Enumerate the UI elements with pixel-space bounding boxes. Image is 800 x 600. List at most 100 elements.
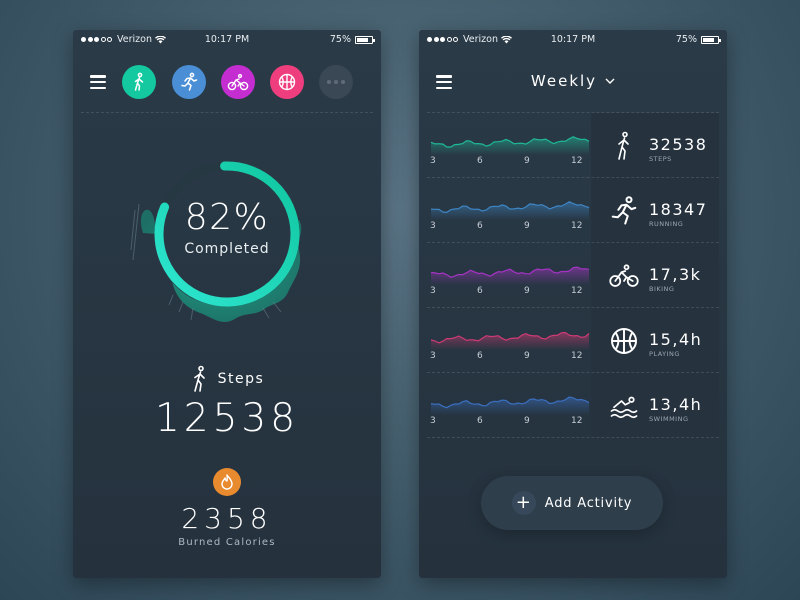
activity-label: BIKING — [649, 285, 675, 293]
activity-label: RUNNING — [649, 220, 684, 228]
progress-ring — [130, 161, 302, 323]
period-label: Weekly — [530, 72, 598, 90]
sparkline-area — [431, 397, 589, 415]
calories-badge — [213, 468, 241, 496]
activity-value: 15,4h — [649, 330, 703, 349]
activity-value: 17,3k — [649, 265, 702, 284]
progress-ring-fill — [154, 161, 300, 307]
activity-row[interactable]: 3 6 9 12 17,3k BIKING — [427, 243, 719, 308]
add-activity-button[interactable]: + Add Activity — [481, 476, 663, 530]
sparkline-area — [431, 136, 589, 155]
activity-value: 32538 — [649, 135, 708, 154]
activity-playing-button[interactable] — [270, 65, 304, 99]
more-icon — [327, 80, 345, 84]
menu-icon[interactable] — [436, 75, 452, 89]
x-axis-ticks: 3 6 9 12 — [427, 221, 719, 231]
progress-label: Completed — [184, 241, 270, 257]
period-dropdown[interactable]: Weekly — [419, 72, 727, 90]
battery-percent: 75% — [329, 34, 351, 45]
sparkline-area — [431, 201, 589, 220]
activity-stat: 32538 STEPS — [591, 113, 719, 178]
menu-icon[interactable] — [90, 75, 106, 89]
status-bar: Verizon 10:17 PM 75% — [419, 30, 727, 50]
activity-row[interactable]: 3 6 9 12 18347 RUNNING — [427, 178, 719, 243]
walking-icon — [609, 131, 639, 161]
activity-stat: 17,3k BIKING — [591, 243, 719, 308]
sparkline-chart — [430, 396, 590, 415]
activity-stat: 18347 RUNNING — [591, 178, 719, 243]
calories-label: Burned Calories — [178, 537, 276, 548]
activity-stat: 13,4h SWIMMING — [591, 373, 719, 438]
sparkline-chart — [430, 266, 590, 285]
dashboard-screen: Verizon 10:17 PM 75% — [73, 30, 381, 578]
x-tick-label: 9 — [524, 351, 530, 361]
activity-label: PLAYING — [649, 350, 680, 358]
row-divider — [427, 437, 719, 438]
activity-row[interactable]: 3 6 9 12 13,4h SWIMMING — [427, 373, 719, 438]
x-tick-label: 12 — [571, 416, 583, 426]
running-icon — [609, 196, 639, 226]
row-divider — [427, 372, 719, 373]
activity-stat: 15,4h PLAYING — [591, 308, 719, 373]
sparkline-line — [430, 331, 590, 344]
x-tick-label: 3 — [430, 286, 436, 296]
x-tick-label: 9 — [524, 156, 530, 166]
header-divider — [427, 112, 719, 113]
x-tick-label: 9 — [524, 221, 530, 231]
steps-value: 12538 — [154, 396, 300, 441]
weekly-stats-screen: Verizon 10:17 PM 75% Weekly 3 6 9 12 32538 … — [419, 30, 727, 578]
flame-icon — [221, 474, 233, 490]
sparkline-line — [430, 266, 590, 278]
x-axis-ticks: 3 6 9 12 — [427, 351, 719, 361]
x-tick-label: 3 — [430, 156, 436, 166]
x-tick-label: 6 — [477, 221, 483, 231]
sparkline-line — [430, 136, 590, 148]
sparkline-line — [430, 201, 590, 214]
row-divider — [427, 307, 719, 308]
x-tick-label: 6 — [477, 286, 483, 296]
activity-walking-button[interactable] — [122, 65, 156, 99]
status-time: 10:17 PM — [550, 34, 596, 45]
activity-label: STEPS — [649, 155, 672, 163]
activity-wave-shape — [140, 209, 302, 323]
sparkline-line — [430, 396, 590, 409]
x-tick-label: 12 — [571, 221, 583, 231]
more-activities-button[interactable] — [319, 65, 353, 99]
activity-row[interactable]: 3 6 9 12 32538 STEPS — [427, 113, 719, 178]
sparkline-chart — [430, 331, 590, 350]
x-tick-label: 12 — [571, 351, 583, 361]
row-divider — [427, 242, 719, 243]
x-axis-ticks: 3 6 9 12 — [427, 286, 719, 296]
sparkline-chart — [430, 201, 590, 220]
calories-value: 2358 — [181, 502, 273, 535]
status-time: 10:17 PM — [204, 34, 250, 45]
x-tick-label: 3 — [430, 221, 436, 231]
x-axis-ticks: 3 6 9 12 — [427, 416, 719, 426]
wifi-icon — [154, 35, 166, 43]
carrier-name: Verizon — [117, 34, 152, 45]
header-divider — [81, 112, 373, 113]
basketball-icon — [278, 73, 296, 91]
bike-icon — [609, 261, 639, 291]
sparkline-area — [431, 332, 589, 350]
x-tick-label: 6 — [477, 351, 483, 361]
walking-icon — [193, 365, 205, 392]
battery-icon — [355, 35, 375, 44]
carrier-name: Verizon — [463, 34, 498, 45]
swimming-icon — [609, 391, 639, 421]
x-tick-label: 6 — [477, 156, 483, 166]
activity-biking-button[interactable] — [221, 65, 255, 99]
signal-icon — [427, 37, 458, 42]
x-axis-ticks: 3 6 9 12 — [427, 156, 719, 166]
chevron-down-icon — [605, 78, 615, 84]
activity-value: 18347 — [649, 200, 708, 219]
activity-row[interactable]: 3 6 9 12 15,4h PLAYING — [427, 308, 719, 373]
add-activity-label: Add Activity — [544, 495, 633, 511]
sparkline-chart — [430, 136, 590, 155]
progress-percent: 82% — [184, 197, 270, 238]
activity-running-button[interactable] — [172, 65, 206, 99]
running-icon — [181, 72, 198, 91]
sparkline-area — [431, 267, 589, 285]
status-bar: Verizon 10:17 PM 75% — [73, 30, 381, 50]
activity-label: SWIMMING — [649, 415, 689, 423]
